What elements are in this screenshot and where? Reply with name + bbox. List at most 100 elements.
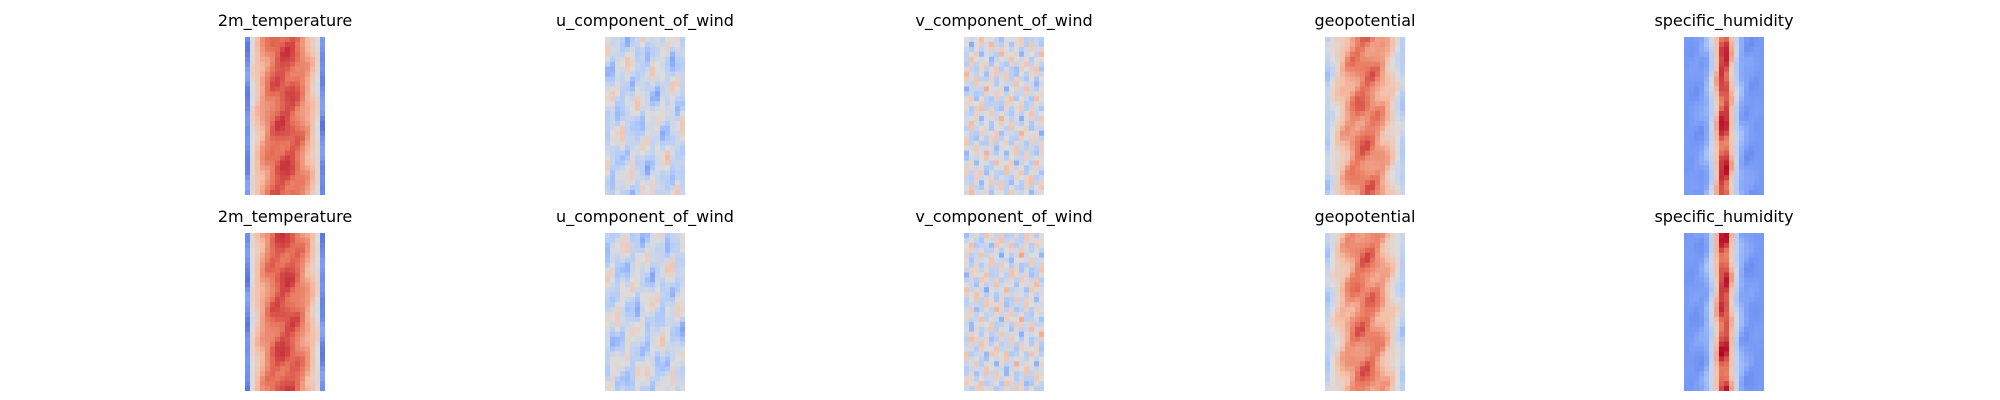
heatmap-cell bbox=[1360, 51, 1366, 58]
heatmap-cell bbox=[655, 381, 661, 387]
heatmap-cell bbox=[640, 267, 646, 273]
heatmap-cell bbox=[275, 297, 281, 303]
heatmap-cell bbox=[1724, 267, 1730, 273]
heatmap-cell bbox=[984, 312, 990, 318]
heatmap-cell bbox=[635, 135, 641, 142]
heatmap-cell bbox=[630, 66, 636, 72]
heatmap-cell bbox=[1039, 37, 1044, 43]
heatmap-cell bbox=[1034, 190, 1040, 195]
heatmap-cell bbox=[1724, 180, 1730, 186]
heatmap-cell bbox=[1719, 302, 1725, 308]
heatmap-cell bbox=[1749, 101, 1755, 107]
heatmap-cell bbox=[1330, 386, 1336, 391]
heatmap-cell bbox=[1684, 160, 1690, 166]
heatmap-cell bbox=[1375, 247, 1381, 254]
heatmap-cell bbox=[1335, 233, 1341, 239]
heatmap-cell bbox=[979, 125, 985, 132]
heatmap-cell bbox=[280, 381, 286, 387]
heatmap-cell bbox=[270, 257, 276, 264]
heatmap-cell bbox=[310, 101, 316, 107]
heatmap-cell bbox=[989, 292, 995, 298]
heatmap-cell bbox=[1724, 46, 1730, 53]
heatmap-cell bbox=[670, 185, 676, 191]
heatmap-cell bbox=[1340, 165, 1346, 171]
heatmap-cell bbox=[1729, 257, 1735, 264]
heatmap-cell bbox=[625, 81, 631, 87]
heatmap-cell bbox=[1744, 91, 1750, 97]
heatmap-cell bbox=[1355, 101, 1361, 107]
heatmap-cell bbox=[640, 356, 646, 362]
heatmap-cell bbox=[1360, 46, 1366, 53]
heatmap-cell bbox=[1744, 277, 1750, 283]
heatmap-cell bbox=[1335, 155, 1341, 161]
heatmap-cell bbox=[979, 242, 985, 249]
heatmap-cell bbox=[1704, 140, 1710, 147]
heatmap-cell bbox=[1345, 155, 1351, 161]
heatmap-cell bbox=[315, 101, 321, 107]
heatmap-cell bbox=[1714, 91, 1720, 97]
heatmap-cell bbox=[1759, 37, 1764, 43]
heatmap-cell bbox=[1375, 361, 1381, 367]
heatmap-cell bbox=[964, 233, 970, 239]
heatmap-cell bbox=[675, 96, 681, 102]
heatmap-cell bbox=[260, 326, 266, 333]
heatmap-cell bbox=[1360, 242, 1366, 249]
heatmap-cell bbox=[250, 326, 256, 333]
heatmap-cell bbox=[625, 252, 631, 259]
heatmap-cell bbox=[1759, 66, 1764, 72]
heatmap-cell bbox=[1014, 76, 1020, 82]
heatmap-cell bbox=[1029, 135, 1035, 142]
heatmap-cell bbox=[300, 41, 306, 48]
heatmap-cell bbox=[300, 287, 306, 293]
heatmap-cell bbox=[1390, 155, 1396, 161]
heatmap-cell bbox=[1380, 282, 1386, 288]
heatmap-cell bbox=[1380, 51, 1386, 58]
heatmap-cell bbox=[1029, 116, 1035, 122]
heatmap-cell bbox=[630, 37, 636, 43]
heatmap-cell bbox=[984, 96, 990, 102]
heatmap-cell bbox=[1734, 307, 1740, 313]
heatmap-cell bbox=[1365, 56, 1371, 63]
heatmap-cell bbox=[665, 381, 671, 387]
heatmap-cell bbox=[1335, 66, 1341, 72]
heatmap-cell bbox=[1704, 150, 1710, 156]
heatmap-cell bbox=[310, 71, 316, 77]
heatmap-cell bbox=[1734, 242, 1740, 249]
heatmap-cell bbox=[1029, 376, 1035, 382]
heatmap-cell bbox=[675, 155, 681, 161]
heatmap-cell bbox=[1004, 331, 1010, 338]
heatmap-cell bbox=[1004, 316, 1010, 323]
heatmap-cell bbox=[1739, 155, 1745, 161]
heatmap-cell bbox=[1729, 81, 1735, 87]
heatmap-cell bbox=[1724, 190, 1730, 195]
heatmap-cell bbox=[1724, 81, 1730, 87]
heatmap-cell bbox=[320, 81, 325, 87]
heatmap-cell bbox=[650, 101, 656, 107]
heatmap-cell bbox=[605, 237, 611, 244]
heatmap-cell bbox=[1714, 96, 1720, 102]
heatmap-cell bbox=[680, 361, 685, 367]
heatmap-cell bbox=[999, 257, 1005, 264]
heatmap-cell bbox=[635, 356, 641, 362]
heatmap-cell bbox=[1039, 140, 1044, 147]
heatmap-cell bbox=[615, 233, 621, 239]
heatmap-cell bbox=[1029, 257, 1035, 264]
heatmap-cell bbox=[1335, 111, 1341, 117]
heatmap-cell bbox=[245, 262, 251, 268]
heatmap-cell bbox=[1744, 81, 1750, 87]
heatmap-cell bbox=[1019, 302, 1025, 308]
heatmap-cell bbox=[650, 165, 656, 171]
heatmap-cell bbox=[650, 351, 656, 357]
heatmap-cell bbox=[320, 56, 325, 63]
heatmap-cell bbox=[1325, 111, 1331, 117]
heatmap-cell bbox=[675, 101, 681, 107]
heatmap-cell bbox=[1029, 282, 1035, 288]
heatmap-cell bbox=[1004, 86, 1010, 92]
heatmap-cell bbox=[285, 356, 291, 362]
heatmap-cell bbox=[645, 116, 651, 122]
heatmap-cell bbox=[280, 233, 286, 239]
heatmap-cell bbox=[675, 282, 681, 288]
heatmap-cell bbox=[1350, 381, 1356, 387]
heatmap-cell bbox=[250, 292, 256, 298]
heatmap-cell bbox=[635, 91, 641, 97]
